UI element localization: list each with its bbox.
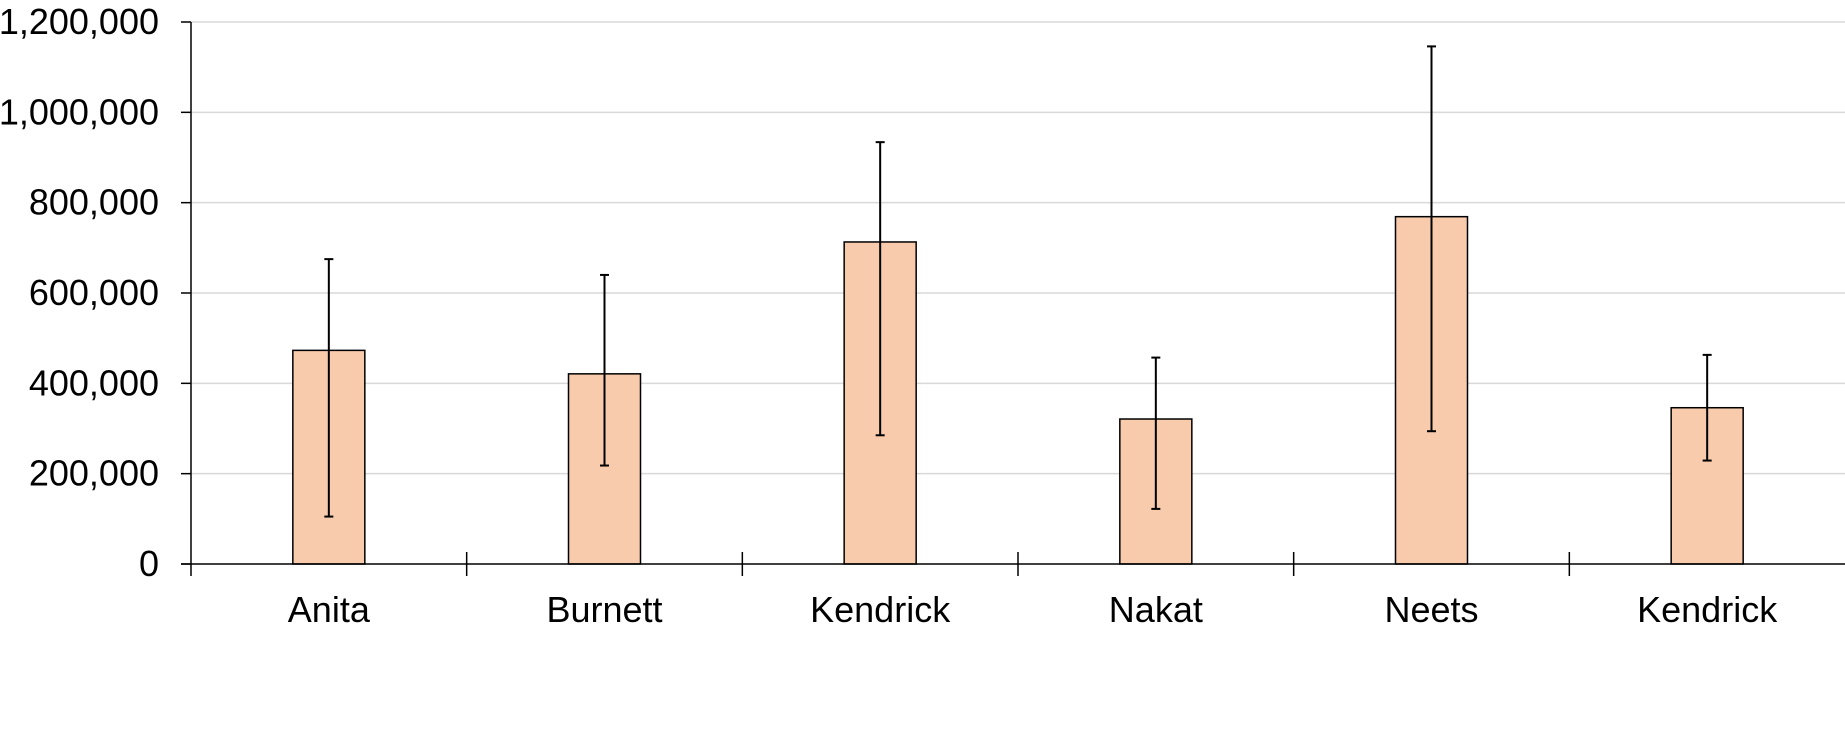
error-bars [324, 45, 1712, 518]
x-tick-label: Nakat [1109, 589, 1203, 630]
y-tick-label: 200,000 [29, 453, 159, 494]
y-tick-label: 600,000 [29, 272, 159, 313]
x-tick-label: Neets [1384, 589, 1478, 630]
y-tick-label: 1,200,000 [0, 1, 159, 42]
bars [292, 215, 1744, 565]
y-tick-label: 1,000,000 [0, 91, 159, 132]
x-tick-label: Burnett [546, 589, 662, 630]
x-tick-labels: Anita Burnett Kendrick Nakat Neets Kendrick [288, 589, 1778, 630]
x-tick-label: Kendrick [810, 589, 951, 630]
axes [181, 21, 1845, 576]
x-tick-label: Kendrick [1637, 589, 1778, 630]
y-tick-labels: 0 200,000 400,000 600,000 800,000 1,000,000 1,… [0, 1, 159, 584]
x-tick-label: Anita [288, 589, 371, 630]
y-tick-label: 400,000 [29, 362, 159, 403]
y-tick-label: 0 [139, 543, 159, 584]
y-tick-label: 800,000 [29, 182, 159, 223]
gridlines [191, 21, 1845, 475]
